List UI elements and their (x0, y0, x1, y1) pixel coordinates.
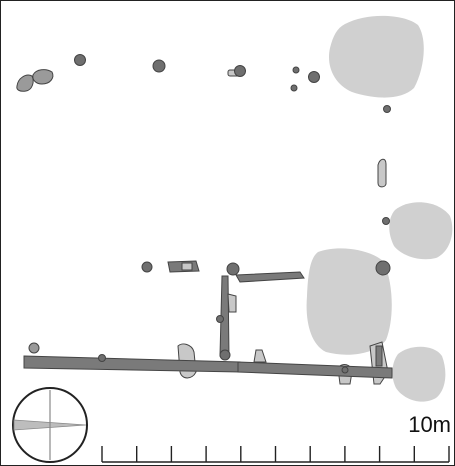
compass-north-arrow-icon (12, 387, 88, 463)
scale-bar (101, 446, 450, 463)
long-beam-slot-east (237, 361, 393, 379)
scale-bar-label: 10m (408, 412, 451, 437)
pit-top-right (328, 15, 424, 98)
post-hole (226, 262, 240, 276)
post-hole (341, 366, 349, 374)
post-hole (28, 342, 40, 354)
post-hole (98, 354, 106, 362)
bottom-beam-row (23, 341, 393, 385)
post-hole (234, 65, 246, 77)
post-hole (290, 84, 298, 92)
stone-top-left-b (32, 69, 54, 85)
post-hole (216, 315, 224, 323)
post-hole (383, 105, 391, 113)
light-feature (253, 349, 267, 363)
post-hole (141, 261, 153, 273)
middle-structure (141, 260, 305, 357)
pit-large-center-right (306, 248, 392, 355)
light-feature-slot (377, 158, 387, 188)
post-hole (74, 54, 86, 66)
post-hole (219, 349, 231, 361)
post-hole (382, 217, 390, 225)
beam-slot-upright (375, 345, 383, 367)
stone-top-left-a (16, 74, 34, 92)
light-feature (227, 293, 237, 313)
long-beam-slot-west (23, 355, 241, 373)
light-feature (181, 262, 193, 271)
post-hole (375, 260, 391, 276)
post-holes-top-row (16, 54, 391, 113)
post-hole (308, 71, 320, 83)
large-pits (306, 15, 453, 402)
post-hole (292, 66, 300, 74)
post-hole (152, 59, 166, 73)
right-side-features (375, 158, 391, 276)
pit-right-middle (389, 202, 453, 260)
pit-bottom-right (392, 346, 446, 402)
beam-slot-horizontal (235, 271, 305, 283)
